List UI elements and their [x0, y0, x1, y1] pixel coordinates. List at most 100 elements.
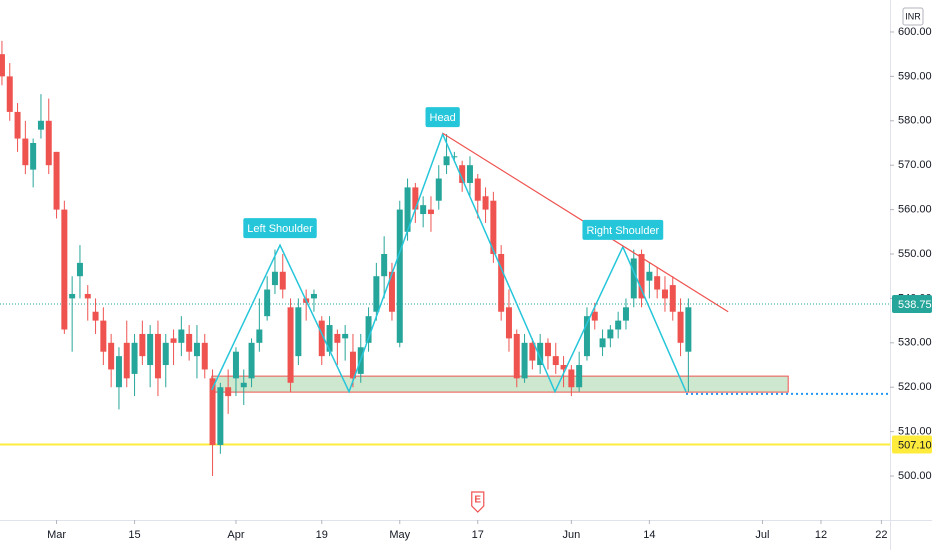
candle-body — [100, 320, 107, 352]
candle-body — [498, 254, 505, 312]
candle-body — [115, 356, 122, 388]
candle-body — [30, 142, 37, 170]
candle-body — [248, 342, 255, 379]
price-badge — [892, 435, 932, 454]
candle-body — [591, 311, 598, 321]
candle-body — [14, 111, 21, 139]
candle-body — [334, 333, 341, 343]
candle-body — [217, 387, 224, 445]
x-tick-label: Jul — [755, 529, 769, 541]
candle-body — [92, 311, 99, 321]
currency: INR — [905, 11, 921, 21]
candle-body — [108, 342, 115, 370]
candle-body — [365, 316, 372, 343]
candle-body — [349, 351, 356, 379]
candle-body — [544, 342, 551, 357]
candle-body — [482, 196, 489, 210]
candle-body — [505, 307, 512, 339]
y-tick-label: 530.00 — [898, 337, 932, 349]
candle-body — [76, 262, 83, 277]
candle-body — [576, 365, 583, 388]
candle-body — [0, 54, 5, 77]
candle-body — [474, 178, 481, 201]
candle-body — [396, 209, 403, 343]
x-tick-label: Apr — [227, 529, 244, 541]
candle-body — [638, 254, 645, 299]
candle-body — [443, 156, 450, 166]
plot-area: Left Shoulder Head Right Shoulder E — [0, 40, 890, 513]
candle-body — [661, 289, 668, 299]
candle-body — [388, 271, 395, 312]
candle-body — [669, 285, 676, 312]
candle-body — [53, 151, 60, 210]
x-tick-label: May — [389, 529, 410, 541]
candle-body — [459, 165, 466, 183]
y-tick-label: 520.00 — [898, 381, 932, 393]
earnings-label: E — [474, 495, 481, 506]
candle-body — [490, 200, 497, 255]
candle-body — [622, 307, 629, 321]
candle-body — [529, 342, 536, 361]
candle-body — [677, 311, 684, 343]
candle-body — [451, 156, 458, 158]
x-tick-label: 19 — [316, 529, 328, 541]
x-tick-label: Mar — [47, 529, 66, 541]
candle-body — [162, 342, 169, 366]
candle-body — [513, 333, 520, 379]
candle-body — [427, 209, 434, 215]
candle-body — [599, 338, 606, 348]
candle-body — [139, 333, 146, 357]
candle-body — [560, 365, 567, 370]
candle-body — [568, 369, 575, 388]
candle-body — [37, 120, 44, 130]
candle-body — [287, 307, 294, 383]
candle-body — [69, 293, 76, 299]
candle-body — [435, 178, 442, 201]
pattern-label-box — [425, 107, 460, 128]
y-tick-label: 570.00 — [898, 159, 932, 171]
candle-body — [240, 382, 247, 388]
currency-box — [902, 7, 924, 26]
price-badge — [892, 294, 932, 313]
candle-body — [420, 205, 427, 215]
candle-body — [186, 333, 193, 352]
candle-body — [615, 320, 622, 330]
pattern-label: Left Shoulder — [247, 223, 313, 235]
candle-body — [193, 342, 200, 357]
y-tick-label: 550.00 — [898, 248, 932, 260]
candle-body — [646, 271, 653, 281]
candle-body — [131, 342, 138, 374]
candle-body — [654, 276, 661, 290]
pattern-label: Head — [430, 112, 456, 124]
x-tick-label: 17 — [472, 529, 484, 541]
candle-body — [326, 325, 333, 352]
candle-body — [310, 293, 317, 299]
candle-body — [256, 329, 263, 343]
candle-body — [381, 254, 388, 277]
candle-body — [22, 138, 29, 166]
candle-body — [404, 187, 411, 232]
candle-body — [412, 187, 419, 210]
candle-body — [61, 209, 68, 330]
candle-body — [630, 258, 637, 299]
candle-body — [232, 351, 239, 379]
price-badge-label: 507.10 — [898, 439, 932, 451]
x-tick-label: 14 — [643, 529, 655, 541]
candle-body — [123, 342, 130, 379]
candle-body — [685, 307, 692, 352]
pattern-label: Right Shoulder — [586, 225, 659, 237]
pattern-label-box — [243, 218, 317, 239]
price-badge-label: 538.75 — [898, 299, 932, 311]
candle-body — [264, 289, 271, 317]
candle-body — [279, 271, 286, 290]
candle-body — [607, 329, 614, 339]
candle-body — [342, 333, 349, 339]
candle-body — [466, 165, 473, 183]
candle-body — [84, 293, 91, 299]
candle-body — [271, 271, 278, 286]
y-tick-label: 560.00 — [898, 204, 932, 216]
candle-body — [521, 342, 528, 379]
y-tick-label: 590.00 — [898, 70, 932, 82]
x-tick-label: Jun — [562, 529, 580, 541]
